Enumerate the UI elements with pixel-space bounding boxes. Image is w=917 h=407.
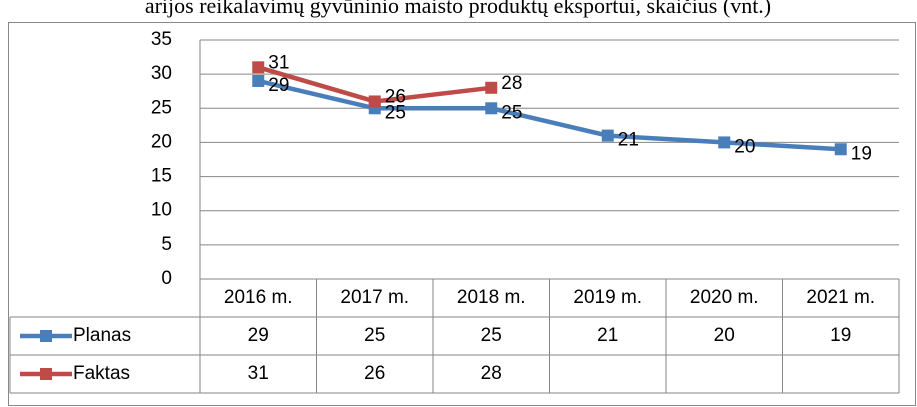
chart-frame <box>8 22 916 406</box>
y-tick-label: 15 <box>151 166 172 187</box>
y-tick-label: 35 <box>151 29 172 50</box>
data-label: 19 <box>851 143 872 164</box>
marker <box>485 102 498 115</box>
data-label: 28 <box>501 73 522 94</box>
table-value: 28 <box>481 363 502 384</box>
table-value: 29 <box>248 325 269 346</box>
x-tick-label: 2020 m. <box>690 287 759 308</box>
y-tick-label: 5 <box>161 234 172 255</box>
marker <box>601 129 614 142</box>
x-tick-label: 2016 m. <box>224 287 293 308</box>
table-value: 20 <box>714 325 735 346</box>
data-label: 25 <box>385 102 406 123</box>
y-tick-label: 10 <box>151 200 172 221</box>
marker <box>718 136 731 149</box>
data-label: 31 <box>268 52 289 73</box>
data-label: 26 <box>385 86 406 107</box>
table-value: 21 <box>597 325 618 346</box>
table-value: 25 <box>481 325 502 346</box>
marker <box>252 61 265 74</box>
x-tick-label: 2021 m. <box>806 287 875 308</box>
data-label: 25 <box>501 102 522 123</box>
marker <box>252 74 265 87</box>
table-value: 19 <box>830 325 851 346</box>
data-label: 29 <box>268 75 289 96</box>
marker <box>368 95 381 108</box>
legend-label: Faktas <box>73 363 130 384</box>
y-tick-label: 25 <box>151 97 172 118</box>
series-line <box>257 78 841 152</box>
chart-title: arijos reikalavimų gyvūninio maisto prod… <box>145 0 771 18</box>
y-tick-label: 30 <box>151 63 172 84</box>
data-label: 20 <box>734 136 755 157</box>
table-value: 26 <box>364 363 385 384</box>
table-value: 25 <box>364 325 385 346</box>
legend-marker <box>40 368 52 380</box>
x-tick-label: 2018 m. <box>457 287 526 308</box>
x-tick-label: 2017 m. <box>340 287 409 308</box>
x-tick-label: 2019 m. <box>573 287 642 308</box>
legend-marker <box>40 330 52 342</box>
y-tick-label: 0 <box>161 268 172 289</box>
legend-label: Planas <box>73 325 131 346</box>
y-tick-label: 20 <box>151 131 172 152</box>
table-value: 31 <box>248 363 269 384</box>
marker <box>485 81 498 94</box>
marker <box>834 143 847 156</box>
data-label: 21 <box>618 130 639 151</box>
